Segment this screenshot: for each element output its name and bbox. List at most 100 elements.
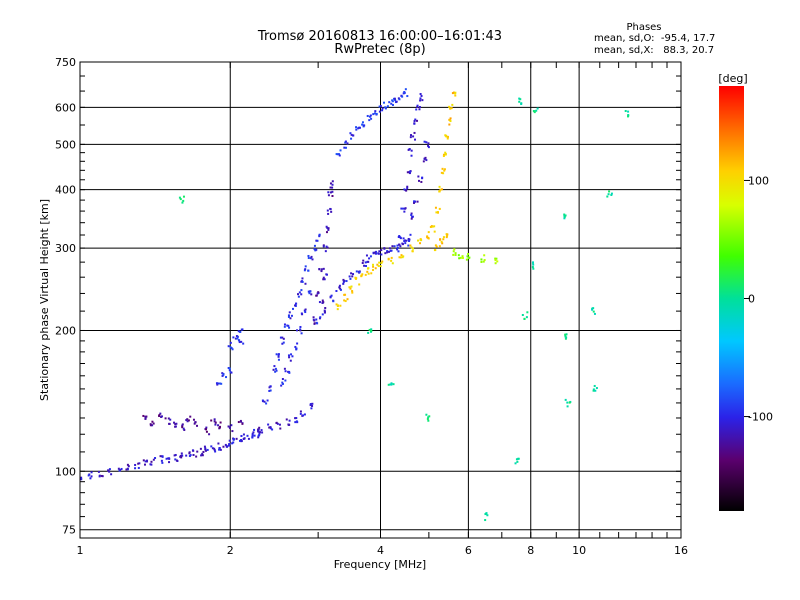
data-point xyxy=(521,314,524,317)
data-point xyxy=(350,137,353,140)
data-point xyxy=(236,335,239,338)
data-point xyxy=(404,242,407,245)
data-point xyxy=(284,370,287,373)
data-point xyxy=(309,290,312,293)
data-point xyxy=(325,245,328,248)
data-point xyxy=(260,429,263,432)
data-point xyxy=(439,238,442,241)
data-point xyxy=(592,310,595,313)
data-point xyxy=(351,275,354,278)
data-point xyxy=(300,280,303,283)
data-point xyxy=(564,335,567,338)
y-tick-label: 100 xyxy=(55,465,76,478)
data-point xyxy=(238,339,241,342)
data-point xyxy=(410,214,413,217)
data-point xyxy=(624,109,627,112)
data-point xyxy=(287,354,290,357)
data-point xyxy=(592,388,595,391)
data-point xyxy=(411,250,414,253)
data-point xyxy=(217,424,220,427)
data-point xyxy=(257,434,260,437)
data-point xyxy=(406,185,409,188)
data-point xyxy=(396,248,399,251)
data-point xyxy=(410,246,413,249)
data-point xyxy=(413,200,416,203)
data-point xyxy=(222,445,225,448)
data-point xyxy=(339,288,342,291)
data-point xyxy=(330,210,333,213)
data-point xyxy=(372,268,375,271)
data-point xyxy=(446,233,449,236)
data-point xyxy=(441,242,444,245)
data-point xyxy=(87,474,90,477)
colorbar-ticks: 100 0 -100 xyxy=(744,174,773,424)
data-point xyxy=(160,415,163,418)
data-point xyxy=(304,308,307,311)
data-point xyxy=(303,269,306,272)
data-point xyxy=(316,292,319,295)
data-point xyxy=(208,433,211,436)
data-point xyxy=(409,244,412,247)
data-point xyxy=(439,188,442,191)
data-point xyxy=(185,454,188,457)
data-point xyxy=(380,262,383,265)
data-point xyxy=(311,404,314,407)
data-point xyxy=(240,440,243,443)
data-point xyxy=(230,347,233,350)
data-point xyxy=(213,447,216,450)
data-point xyxy=(363,124,366,127)
data-point xyxy=(446,137,449,140)
data-point xyxy=(252,431,255,434)
data-point xyxy=(152,458,155,461)
data-point xyxy=(443,168,446,171)
data-point xyxy=(187,419,190,422)
grid xyxy=(80,62,681,538)
data-point xyxy=(327,227,330,230)
data-point xyxy=(189,415,192,418)
data-point xyxy=(297,295,300,298)
data-point xyxy=(289,359,292,362)
data-point xyxy=(295,417,298,420)
data-point xyxy=(230,371,233,374)
data-point xyxy=(224,443,227,446)
x-tick-label: 8 xyxy=(527,544,534,557)
data-point xyxy=(516,460,519,463)
data-point xyxy=(401,243,404,246)
data-point xyxy=(205,426,208,429)
data-point xyxy=(416,104,419,107)
data-point xyxy=(565,336,568,339)
data-point xyxy=(258,426,261,429)
data-point xyxy=(196,424,199,427)
data-point xyxy=(278,423,281,426)
colorbar-label: [deg] xyxy=(718,72,747,85)
data-point xyxy=(364,261,367,264)
data-point xyxy=(329,186,332,189)
data-point xyxy=(299,410,302,413)
data-point xyxy=(425,413,428,416)
data-point xyxy=(393,245,396,248)
data-point xyxy=(181,454,184,457)
data-point xyxy=(403,188,406,191)
data-point xyxy=(429,225,432,228)
data-point xyxy=(421,176,424,179)
data-point xyxy=(410,212,413,215)
data-point xyxy=(237,330,240,333)
data-point xyxy=(168,422,171,425)
data-point xyxy=(564,337,567,340)
data-point xyxy=(413,131,416,134)
data-point xyxy=(494,257,497,260)
data-point xyxy=(185,419,188,422)
data-point xyxy=(323,278,326,281)
data-point xyxy=(288,371,291,374)
data-point xyxy=(483,254,486,257)
data-point xyxy=(100,474,103,477)
data-point xyxy=(201,452,204,455)
data-point xyxy=(151,420,154,423)
data-point xyxy=(564,333,567,336)
data-point xyxy=(563,213,566,216)
data-point xyxy=(348,275,351,278)
data-point xyxy=(205,428,208,431)
data-point xyxy=(409,233,412,236)
x-tick-label: 4 xyxy=(377,544,384,557)
